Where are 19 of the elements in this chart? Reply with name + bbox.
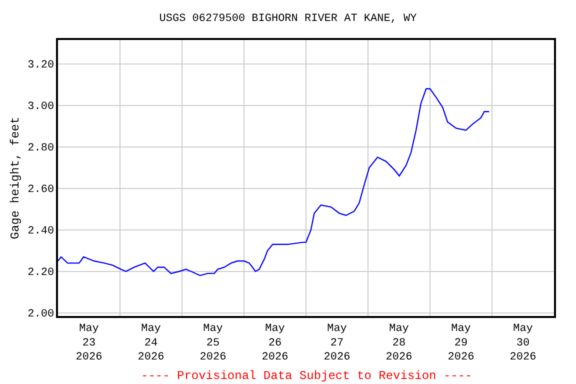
- y-tick-label: 2.60: [28, 184, 54, 196]
- x-tick-label: May 27 2026: [324, 322, 350, 364]
- y-tick-label: 2.20: [28, 267, 54, 280]
- y-tick-label: 3.20: [28, 60, 54, 72]
- line-series: [58, 88, 490, 276]
- y-tick-label: 2.80: [28, 142, 54, 155]
- x-tick-label: May 23 2026: [76, 322, 102, 364]
- x-tick-label: May 26 2026: [262, 322, 288, 364]
- x-tick-label: May 30 2026: [510, 322, 536, 364]
- y-tick-label: 3.00: [28, 101, 54, 114]
- x-tick-label: May 28 2026: [386, 322, 412, 364]
- x-tick-label: May 25 2026: [200, 322, 226, 364]
- y-tick-label: 2.40: [28, 226, 54, 238]
- x-tick-label: May 29 2026: [448, 322, 474, 364]
- y-tick-label: 2.00: [28, 308, 54, 321]
- y-axis-title: Gage height, feet: [8, 116, 22, 240]
- text: ---- Provisional Data Subject to Revision ----: [141, 369, 472, 383]
- chart-title: USGS 06279500 BIGHORN RIVER AT KANE, WY: [159, 13, 418, 26]
- x-tick-label: May 24 2026: [138, 322, 164, 364]
